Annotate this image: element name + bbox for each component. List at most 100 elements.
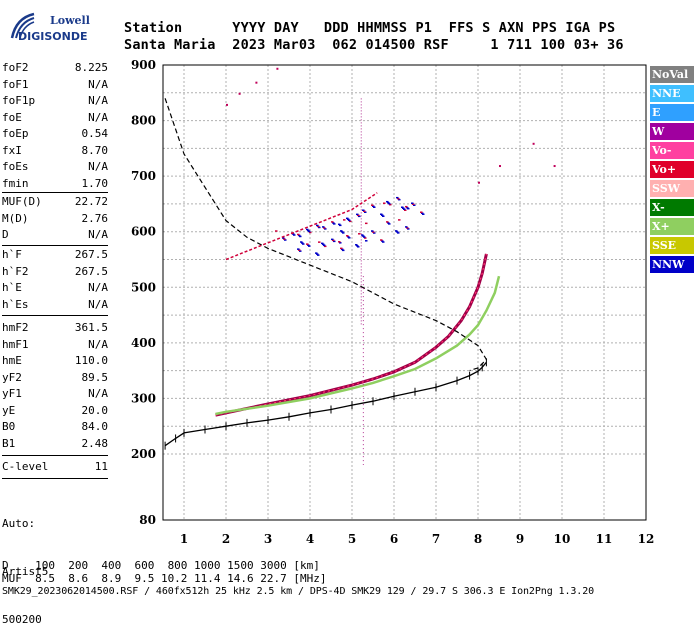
echo-point <box>331 238 334 241</box>
param-row: foF2 8.225 <box>2 60 108 77</box>
echo-point <box>382 241 385 243</box>
param-row: fmin 1.70 <box>2 176 108 193</box>
param-value: 267.5 <box>74 248 108 261</box>
param-value: N/A <box>88 337 108 351</box>
x-tick-label: 12 <box>638 532 655 546</box>
param-row: h`F2 267.5 <box>2 264 108 281</box>
param-value: 89.5 <box>81 370 109 384</box>
virtual-height-curve <box>164 361 487 447</box>
echo-point <box>389 203 392 206</box>
echo-point <box>387 201 390 204</box>
x-tick-label: 10 <box>554 532 571 546</box>
y-tick-label: 500 <box>131 280 156 294</box>
x-tick-label: 7 <box>432 532 440 546</box>
params-group-muf: MUF(D) 22.72 M(D) 2.76 D N/A <box>2 194 108 244</box>
param-value: N/A <box>88 228 108 241</box>
echo-point <box>318 241 321 243</box>
tick-labels: 1 2 3 4 5 6 7 8 9 10 11 128020030040050060070080090… <box>131 58 654 546</box>
echo-point <box>301 242 304 244</box>
param-name: h`F <box>2 248 22 261</box>
x-tick-label: 9 <box>516 532 524 546</box>
param-name: fxI <box>2 143 22 157</box>
echo-point <box>397 197 400 200</box>
echo-speck <box>553 165 556 168</box>
echo-point <box>362 235 365 237</box>
echo-point <box>347 236 350 238</box>
param-value: N/A <box>88 387 108 400</box>
param-value: 84.0 <box>81 420 109 433</box>
echo-point <box>323 227 326 229</box>
x-tick-label: 2 <box>222 532 230 546</box>
param-row: B0 84.0 <box>2 419 108 436</box>
echo-point <box>386 200 389 203</box>
echo-point <box>373 232 376 234</box>
echo-point <box>412 203 415 205</box>
legend-item: W <box>650 123 694 140</box>
params-group-heights: h`F 267.5 h`F2 267.5 h`E N/A h`Es N/A <box>2 247 108 313</box>
y-tick-label: 80 <box>139 513 156 527</box>
echo-point <box>343 219 346 221</box>
y-tick-label: 800 <box>131 114 156 128</box>
param-name: D <box>2 228 9 241</box>
echo-point <box>318 226 321 229</box>
param-name: foEs <box>2 160 29 173</box>
y-tick-label: 900 <box>131 58 156 72</box>
density-profile-curve <box>164 98 488 372</box>
plot-frame <box>162 64 647 521</box>
echo-point <box>383 202 386 204</box>
echo-point <box>420 211 423 213</box>
echo-point <box>292 233 295 235</box>
echo-point <box>342 232 345 234</box>
echo-point <box>382 215 385 217</box>
legend-item: NNW <box>650 256 694 273</box>
echo-point <box>422 213 425 215</box>
echo-point <box>309 231 312 234</box>
echo-point <box>315 252 318 254</box>
legend-item: SSW <box>650 180 694 197</box>
echo-point <box>293 234 296 236</box>
param-value: 0.54 <box>81 127 109 140</box>
echo-point <box>333 240 336 243</box>
echo-point <box>405 205 408 208</box>
echo-point <box>404 209 407 211</box>
header-labels: Station YYYY DAY DDD HHMMSS P1 FFS S AXN… <box>124 20 616 36</box>
echo-point <box>298 249 301 251</box>
echo-point <box>363 210 366 212</box>
legend-item: E <box>650 104 694 121</box>
y-tick-label: 200 <box>131 447 156 461</box>
echo-point <box>355 244 358 246</box>
echo-point <box>357 246 360 248</box>
auto-code: 500200 <box>2 613 42 626</box>
param-name: MUF(D) <box>2 195 42 208</box>
traces <box>164 67 556 465</box>
echo-point <box>411 202 414 204</box>
echo-point <box>365 222 368 225</box>
echo-point <box>338 241 341 243</box>
y-tick-label: 400 <box>131 336 156 350</box>
echo-point <box>317 225 320 228</box>
echo-point <box>331 221 334 223</box>
echo-point <box>308 245 311 247</box>
x-tick-label: 11 <box>596 532 613 546</box>
echo-point <box>308 230 311 233</box>
echo-speck <box>499 165 501 168</box>
param-value: 8.70 <box>81 143 109 157</box>
param-row: M(D) 2.76 <box>2 211 108 228</box>
param-row: foF1 N/A <box>2 77 108 94</box>
echo-point <box>403 208 406 210</box>
echo-point <box>348 219 351 222</box>
echo-point <box>406 227 409 229</box>
logo-brand: Lowell <box>50 14 90 27</box>
param-name: foF2 <box>2 61 29 74</box>
param-name: foE <box>2 110 22 124</box>
grid <box>163 65 646 520</box>
echo-point <box>322 226 325 228</box>
echo-point <box>361 234 364 236</box>
param-row: hmF2 361.5 <box>2 320 108 337</box>
params-group-frequencies: foF2 8.225 foF1 N/A foF1p N/A foE N/A foEp 0.54 fx… <box>2 60 108 192</box>
echo-point <box>340 230 343 232</box>
echo-point <box>299 250 302 252</box>
param-name: fmin <box>2 176 29 190</box>
echo-point <box>381 214 384 216</box>
echo-point <box>341 248 344 251</box>
